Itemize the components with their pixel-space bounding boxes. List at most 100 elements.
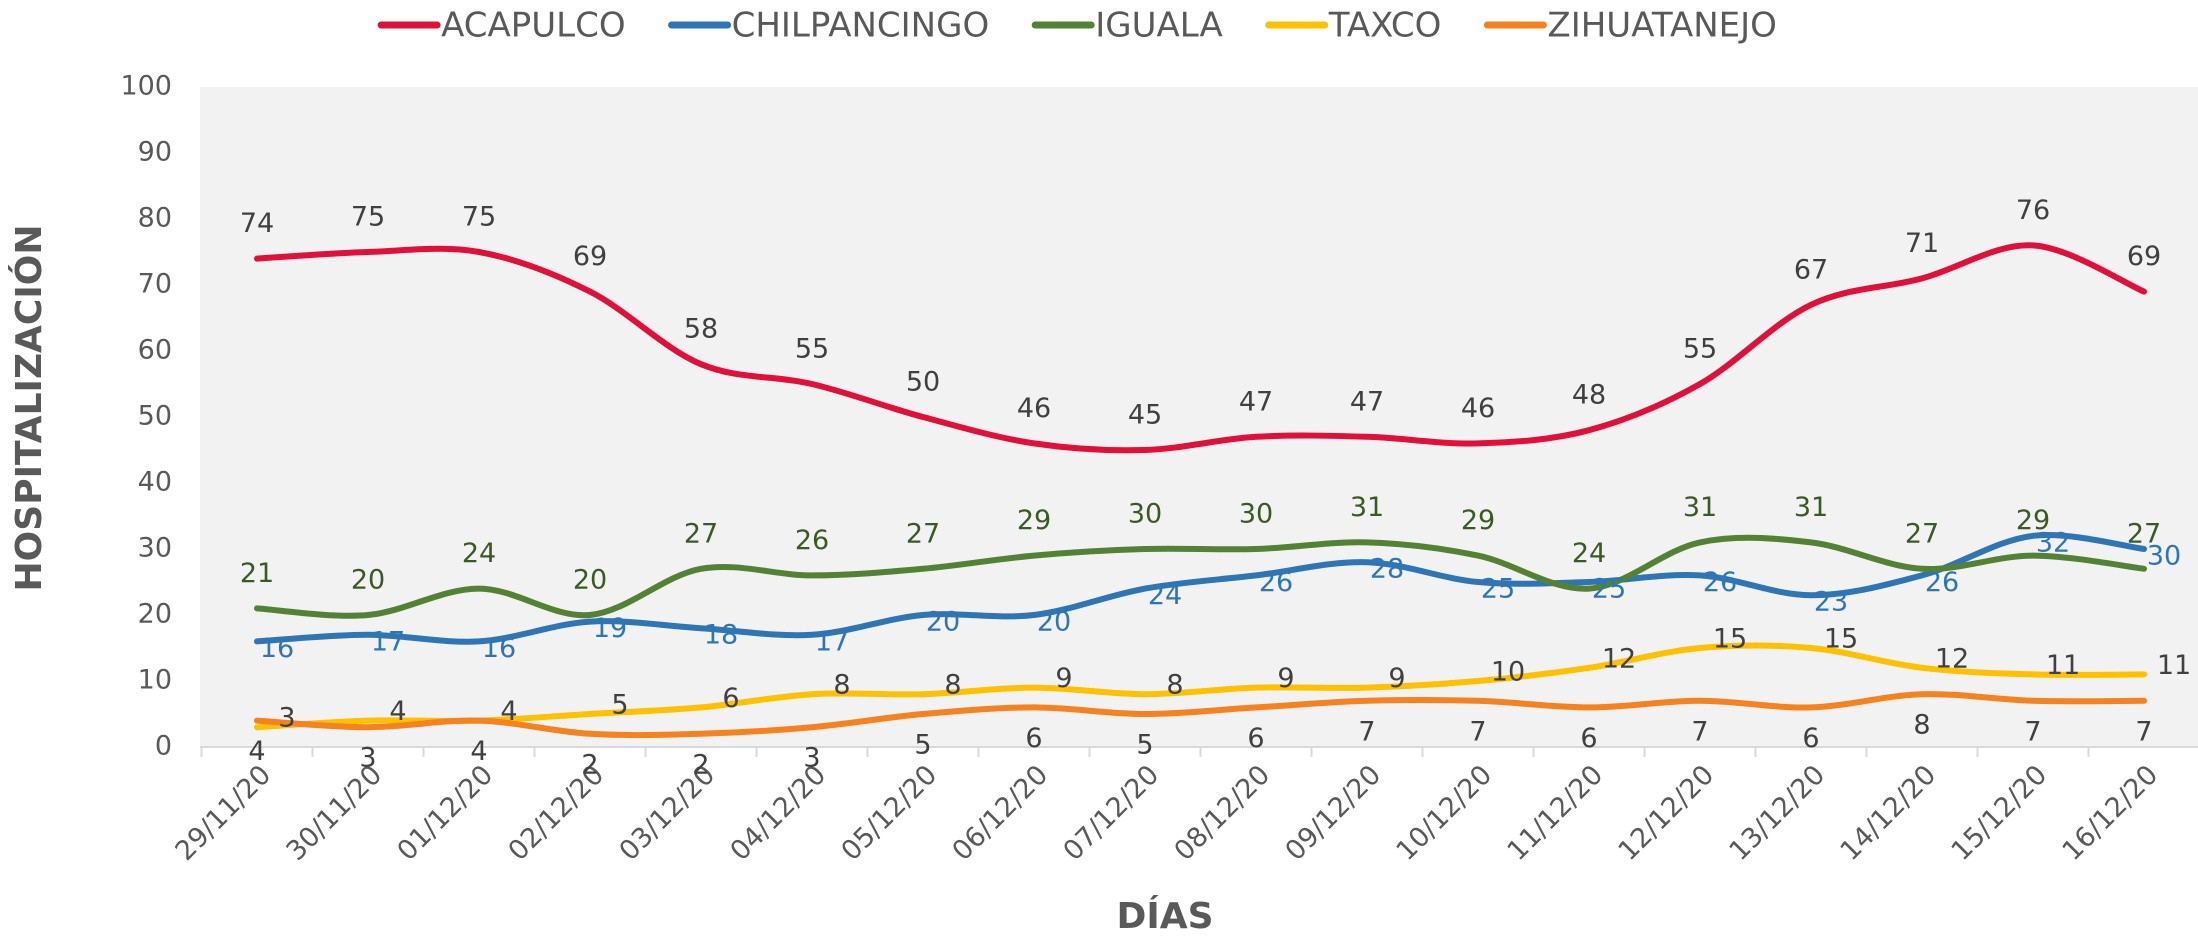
data-label: 21 (240, 558, 274, 589)
x-tick-label: 12/12/20 (1613, 759, 1721, 867)
data-label: 7 (1691, 716, 1708, 747)
data-label: 31 (1350, 492, 1384, 523)
series-line (254, 642, 2147, 731)
legend-label: TAXCO (1328, 6, 1442, 46)
legend-label: IGUALA (1095, 6, 1223, 46)
legend: ACAPULCO CHILPANCINGO IGUALA TAXCO ZIHUATANE… (377, 6, 1777, 46)
legend-label: CHILPANCINGO (732, 6, 990, 46)
data-label: 9 (1055, 663, 1072, 694)
data-label: 15 (1713, 624, 1747, 655)
data-label: 8 (1166, 670, 1183, 701)
data-label: 8 (833, 670, 850, 701)
data-label: 29 (1017, 505, 1051, 536)
data-label: 58 (684, 314, 718, 345)
data-label: 71 (1905, 228, 1939, 259)
y-tick-label: 10 (138, 665, 172, 696)
x-tick-label: 01/12/20 (392, 759, 500, 867)
data-label: 17 (815, 626, 849, 657)
x-tick-label: 14/12/20 (1835, 759, 1943, 867)
data-label: 50 (906, 367, 940, 398)
data-label: 24 (1148, 580, 1182, 611)
data-label: 8 (1913, 710, 1930, 741)
plot-area (200, 87, 2198, 747)
data-label: 6 (722, 683, 739, 714)
data-label: 4 (500, 696, 517, 727)
data-label: 16 (482, 633, 516, 664)
data-label: 7 (2135, 716, 2152, 747)
data-label: 25 (1592, 574, 1626, 605)
data-label: 26 (1259, 567, 1293, 598)
data-label: 19 (593, 613, 627, 644)
data-label: 74 (240, 208, 274, 239)
data-label: 6 (1580, 723, 1597, 754)
y-tick-label: 70 (138, 269, 172, 300)
data-label: 17 (371, 626, 405, 657)
data-label: 2 (581, 749, 598, 780)
legend-item: IGUALA (1031, 6, 1223, 46)
x-tick-label: 09/12/20 (1280, 759, 1388, 867)
data-label: 20 (351, 565, 385, 596)
data-label: 28 (1370, 554, 1404, 585)
series-line (254, 691, 2147, 739)
data-label: 24 (462, 538, 496, 569)
x-tick-label: 08/12/20 (1169, 759, 1277, 867)
data-label: 16 (260, 633, 294, 664)
legend-item: ACAPULCO (377, 6, 626, 46)
data-label: 75 (462, 202, 496, 233)
data-label: 29 (2016, 505, 2050, 536)
legend-item: CHILPANCINGO (668, 6, 990, 46)
data-label: 76 (2016, 195, 2050, 226)
data-label: 45 (1128, 400, 1162, 431)
data-label: 3 (278, 703, 295, 734)
data-label: 30 (1128, 499, 1162, 530)
data-label: 9 (1277, 663, 1294, 694)
x-tick-label: 04/12/20 (725, 759, 833, 867)
y-tick-label: 40 (138, 467, 172, 498)
data-label: 31 (1794, 492, 1828, 523)
data-label: 26 (1925, 567, 1959, 598)
data-label: 55 (795, 334, 829, 365)
x-tick-label: 13/12/20 (1724, 759, 1832, 867)
data-label: 69 (573, 241, 607, 272)
data-label: 5 (1136, 730, 1153, 761)
data-label: 5 (611, 690, 628, 721)
data-label: 27 (906, 518, 940, 549)
data-label: 20 (1037, 607, 1071, 638)
data-label: 10 (1491, 657, 1525, 688)
data-label: 18 (704, 620, 738, 651)
data-label: 23 (1814, 587, 1848, 618)
data-label: 48 (1572, 380, 1606, 411)
x-tick-label: 15/12/20 (1946, 759, 2054, 867)
data-label: 8 (944, 670, 961, 701)
data-label: 7 (1358, 716, 1375, 747)
data-label: 27 (1905, 518, 1939, 549)
y-tick-label: 50 (138, 401, 172, 432)
data-label: 30 (1239, 499, 1273, 530)
series-line (254, 242, 2147, 454)
data-label: 27 (2127, 518, 2161, 549)
legend-item: ZIHUATANEJO (1483, 6, 1777, 46)
y-tick-label: 100 (120, 71, 172, 102)
data-label: 29 (1461, 505, 1495, 536)
data-label: 4 (389, 696, 406, 727)
data-label: 9 (1388, 663, 1405, 694)
data-label: 69 (2127, 241, 2161, 272)
y-axis-title: HOSPITALIZACIÓN (8, 225, 50, 592)
data-label: 12 (1935, 643, 1969, 674)
x-tick-label: 07/12/20 (1058, 759, 1166, 867)
data-label: 75 (351, 202, 385, 233)
x-axis-title: DÍAS (1116, 895, 1213, 937)
x-tick-label: 05/12/20 (836, 759, 944, 867)
y-tick-label: 20 (138, 599, 172, 630)
data-label: 55 (1683, 334, 1717, 365)
data-label: 3 (359, 743, 376, 774)
data-label: 25 (1481, 574, 1515, 605)
data-label: 15 (1824, 624, 1858, 655)
y-tick-label: 60 (138, 335, 172, 366)
data-label: 7 (2024, 716, 2041, 747)
data-label: 3 (803, 743, 820, 774)
data-label: 2 (692, 749, 709, 780)
data-label: 26 (1703, 567, 1737, 598)
legend-label: ZIHUATANEJO (1547, 6, 1776, 46)
